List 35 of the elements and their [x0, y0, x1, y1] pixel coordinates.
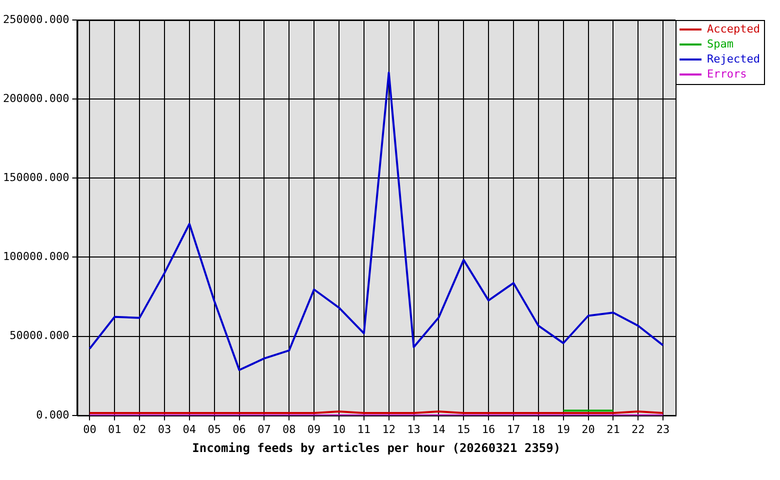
x-tick-label: 01 [108, 422, 122, 436]
y-tick-label: 100000.000 [2, 250, 70, 264]
x-tick-label: 03 [158, 422, 172, 436]
y-tick-label: 50000.000 [10, 329, 70, 342]
x-tick-label: 10 [332, 422, 346, 436]
y-tick-label: 200000.000 [2, 92, 70, 105]
x-tick-label: 13 [407, 422, 420, 436]
x-tick-label: 19 [556, 422, 570, 436]
x-tick-label: 11 [357, 422, 371, 436]
y-tick-label: 250000.000 [2, 12, 70, 26]
x-tick-label: 17 [506, 422, 520, 436]
legend-label: Spam [707, 37, 734, 50]
x-tick-label: 14 [432, 422, 446, 436]
legend-label: Accepted [707, 22, 760, 36]
x-axis-title: Incoming feeds by articles per hour (20260321 2359) [192, 440, 561, 455]
x-tick-label: 20 [582, 422, 595, 436]
x-tick-label: 09 [307, 422, 321, 436]
x-tick-label: 05 [208, 422, 221, 436]
x-tick-label: 16 [482, 422, 496, 436]
y-tick-label: 0.000 [36, 408, 70, 422]
x-tick-label: 04 [182, 422, 196, 436]
x-tick-label: 23 [656, 422, 670, 436]
x-tick-label: 00 [83, 422, 96, 436]
x-tick-label: 06 [232, 422, 246, 436]
legend-label: Errors [707, 67, 747, 80]
x-tick-label: 15 [457, 422, 470, 436]
x-tick-label: 21 [606, 422, 620, 436]
x-tick-label: 02 [132, 422, 146, 436]
x-tick-label: 07 [258, 422, 271, 436]
x-tick-label: 22 [632, 422, 645, 436]
legend-label: Rejected [707, 52, 760, 66]
x-tick-label: 08 [282, 422, 296, 436]
x-tick-label: 18 [532, 422, 546, 436]
x-tick-label: 12 [382, 422, 396, 436]
y-tick-label: 150000.000 [2, 171, 70, 184]
